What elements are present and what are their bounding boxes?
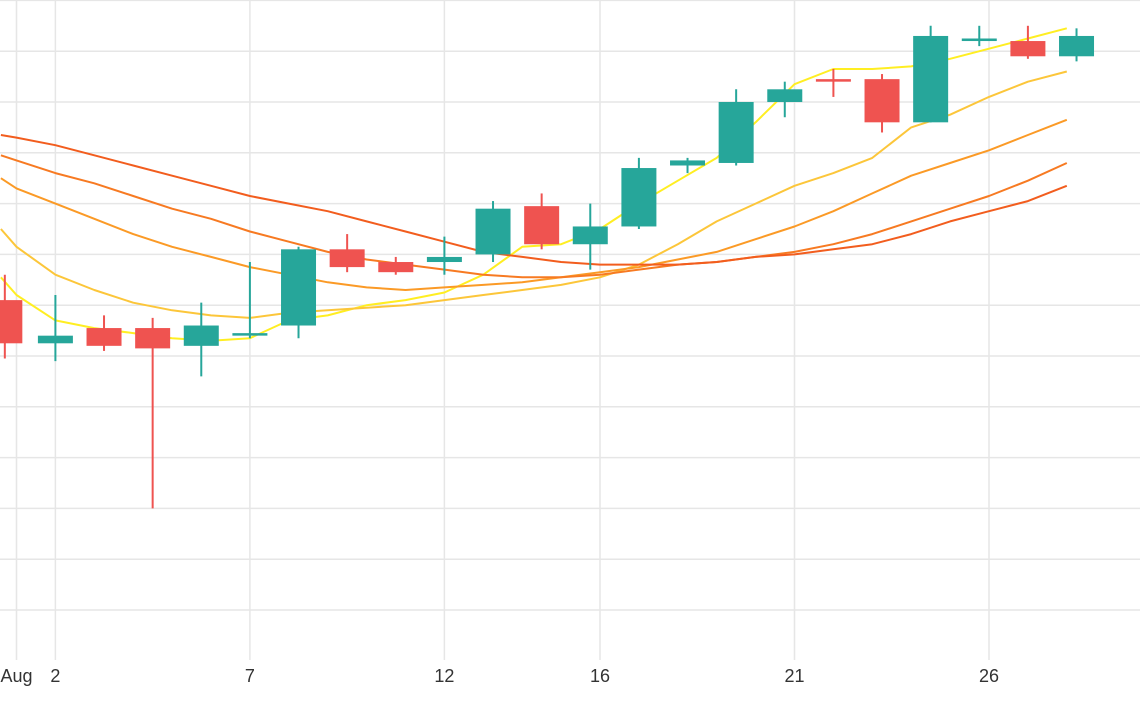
candle-body [621, 168, 657, 227]
ma-line-3 [0, 118, 1068, 291]
candle-body [524, 206, 560, 245]
candle-up [767, 81, 803, 118]
candle-body [232, 333, 268, 336]
candle-up [37, 295, 73, 362]
candle-up [621, 157, 657, 229]
moving-average-lines [0, 27, 1068, 342]
candle-up [1059, 28, 1095, 62]
candle-body [1059, 35, 1095, 57]
candle-up [281, 246, 317, 339]
ma-line-2 [0, 70, 1068, 319]
candle-body [135, 328, 171, 349]
x-tick-label: Aug [0, 666, 32, 686]
x-tick-label: 16 [590, 666, 610, 686]
candle-body [815, 79, 851, 82]
ma-line-5 [0, 134, 1068, 266]
x-tick-label: 21 [784, 666, 804, 686]
candle-body [0, 300, 23, 344]
x-tick-label: 2 [50, 666, 60, 686]
candle-body [1010, 41, 1046, 57]
candle-up [913, 25, 949, 123]
x-axis-ticks: Aug 2 7 12 16 21 26 [0, 666, 999, 686]
candle-down [86, 315, 122, 351]
candle-up [475, 201, 511, 263]
candle-down [329, 234, 365, 273]
candle-down [864, 74, 900, 133]
candle-body [961, 38, 997, 42]
candles [0, 25, 1095, 509]
ma-line-4 [0, 154, 1068, 279]
candle-body [913, 35, 949, 123]
candle-up [572, 203, 608, 270]
ma-line-1 [0, 27, 1068, 342]
candle-down [135, 317, 171, 509]
candle-up [718, 89, 754, 166]
candle-body [183, 325, 219, 346]
candle-body [329, 249, 365, 268]
candle-body [426, 256, 462, 263]
candle-up [232, 262, 268, 339]
candle-body [767, 89, 803, 102]
grid [0, 0, 1140, 660]
candle-body [572, 226, 608, 245]
candle-body [670, 160, 706, 166]
candle-up [183, 302, 219, 377]
x-tick-label: 7 [245, 666, 255, 686]
candle-down [524, 193, 560, 250]
candle-body [475, 208, 511, 255]
candle-up [426, 236, 462, 275]
candle-body [378, 262, 414, 273]
candle-body [37, 335, 73, 344]
candle-down [0, 274, 23, 359]
candle-body [86, 328, 122, 346]
candle-up [670, 157, 706, 174]
candle-body [718, 102, 754, 163]
candle-body [864, 79, 900, 123]
candle-down [378, 256, 414, 275]
x-tick-label: 26 [979, 666, 999, 686]
x-tick-label: 12 [434, 666, 454, 686]
candle-down [815, 68, 851, 97]
candle-down [1010, 25, 1046, 59]
candle-body [281, 249, 317, 326]
candle-up [961, 25, 997, 47]
